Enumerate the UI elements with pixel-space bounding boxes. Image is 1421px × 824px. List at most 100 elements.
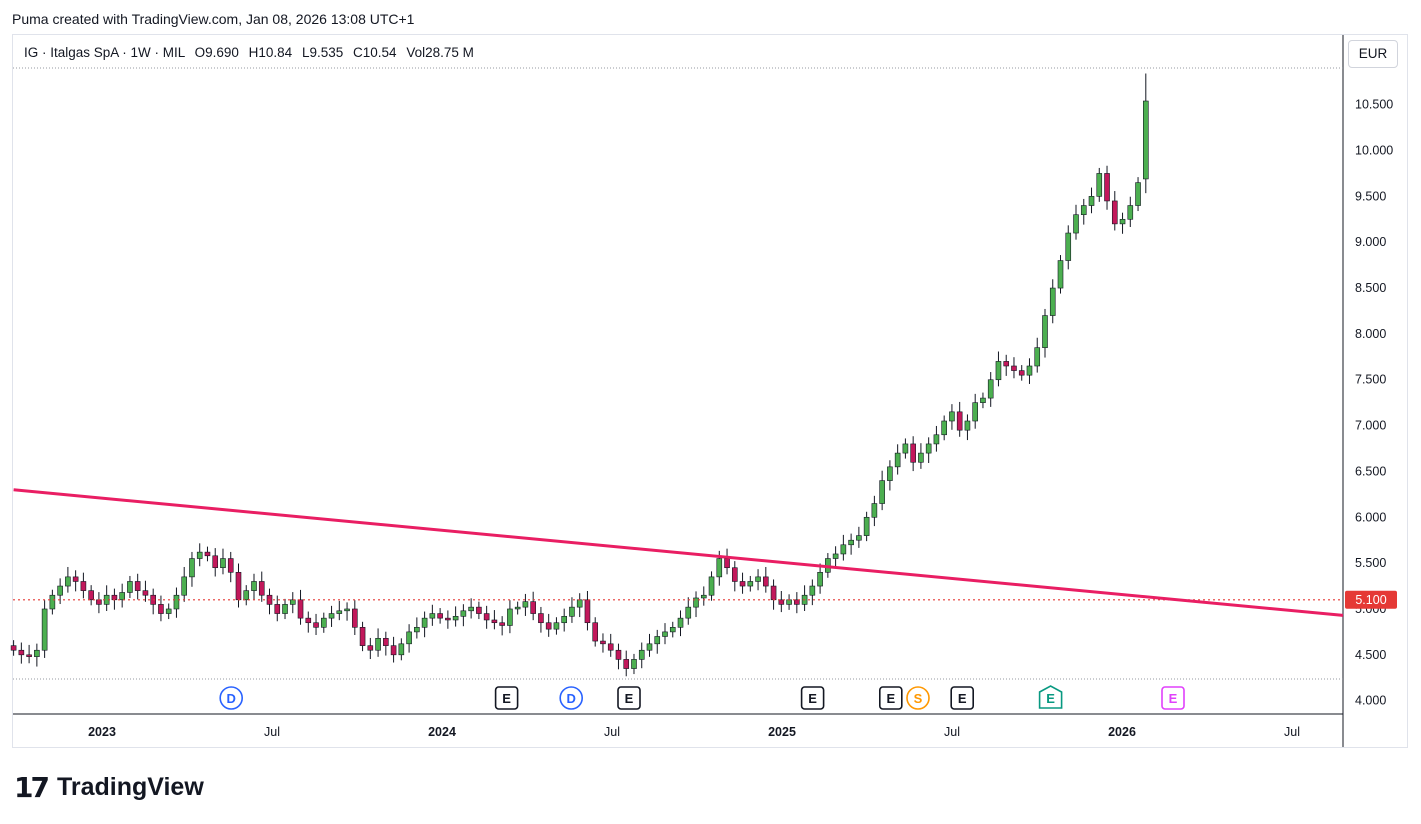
candle-body	[631, 659, 637, 669]
event-marker-dividend[interactable]	[219, 686, 243, 710]
candle-body	[421, 617, 428, 628]
event-marker-letter: E	[958, 691, 967, 706]
candle-body	[49, 594, 56, 610]
candle-body	[956, 411, 963, 431]
event-marker-letter: E	[1046, 691, 1055, 706]
candle-body	[181, 576, 188, 596]
event-marker-letter: E	[502, 691, 511, 706]
candle-body	[933, 434, 940, 445]
candle-body	[1034, 347, 1041, 367]
candle-body	[305, 617, 312, 624]
price-tick-label: 8.500	[1355, 281, 1386, 295]
candle-body	[406, 631, 412, 645]
event-marker-earnings[interactable]	[494, 686, 519, 710]
candle-body	[972, 402, 978, 422]
price-tick-label: 7.500	[1355, 373, 1386, 387]
candle-body	[1011, 365, 1017, 371]
price-tick-label: 4.500	[1355, 648, 1386, 662]
event-marker-earnings[interactable]	[950, 686, 975, 710]
candle-body	[274, 604, 281, 614]
candle-body	[251, 581, 257, 591]
event-marker-earnings[interactable]	[800, 686, 825, 710]
candle-body	[685, 606, 692, 619]
candle-body	[1104, 173, 1110, 202]
candle-body	[328, 613, 335, 619]
candle-body	[1073, 214, 1079, 234]
time-tick-label: Jul	[264, 725, 280, 739]
candle-body	[987, 379, 994, 399]
event-marker-earnings[interactable]	[617, 686, 641, 710]
candle-body	[615, 649, 622, 660]
candle-body	[677, 617, 684, 628]
candle-body	[569, 606, 575, 617]
event-marker-letter: D	[227, 691, 236, 706]
candle-body	[623, 659, 630, 669]
candle-body	[189, 558, 195, 578]
candle-body	[832, 553, 839, 559]
event-marker-dividend[interactable]	[559, 686, 584, 710]
candle-body	[134, 581, 141, 591]
legend-low-label: L	[301, 45, 310, 60]
candle-body	[669, 627, 676, 633]
candle-body	[545, 622, 552, 630]
candle-body	[1143, 100, 1149, 180]
candle-body	[1003, 361, 1010, 367]
candle-body	[584, 599, 591, 624]
candle-body	[708, 576, 715, 596]
legend-open-label: O	[194, 45, 206, 60]
legend-open-value: 9.690	[205, 45, 239, 60]
candle-body	[243, 590, 250, 601]
candle-body	[452, 616, 459, 621]
candle-body	[196, 551, 203, 559]
candle-body	[964, 420, 971, 431]
legend-symbol: IG · Italgas SpA · 1W · MIL	[24, 45, 185, 60]
event-marker-split[interactable]	[906, 686, 930, 710]
candle-body	[894, 452, 901, 468]
candle-body	[638, 649, 645, 660]
candle-body	[383, 638, 389, 646]
event-marker-earnings-upcoming[interactable]	[1038, 685, 1063, 709]
candle-body	[212, 555, 219, 569]
chart-frame	[12, 34, 1408, 748]
candle-body	[1088, 196, 1095, 206]
candle-body	[1127, 205, 1134, 220]
candle-body	[445, 617, 451, 621]
candle-body	[41, 608, 48, 651]
candle-body	[1080, 205, 1087, 216]
candle-body	[220, 558, 226, 569]
candle-body	[1065, 232, 1072, 261]
time-tick-label: 2026	[1108, 725, 1136, 739]
candle-body	[693, 597, 699, 608]
candle-body	[65, 576, 71, 587]
candle-body	[530, 601, 536, 614]
candle-body	[576, 599, 583, 608]
candle-body	[786, 599, 792, 605]
candle-body	[173, 594, 180, 610]
candle-body	[282, 604, 288, 614]
candle-body	[344, 608, 350, 612]
candle-body	[398, 643, 405, 656]
event-marker-earnings-future[interactable]	[1161, 686, 1185, 710]
legend-low-value: 9.535	[309, 45, 344, 60]
currency-button[interactable]: EUR	[1348, 40, 1398, 68]
candle-body	[367, 645, 374, 651]
candle-body	[34, 649, 40, 657]
candle-body	[499, 622, 505, 626]
legend-close-value: 10.54	[362, 45, 397, 60]
candle-body	[1119, 218, 1126, 225]
candle-body	[561, 616, 567, 624]
event-marker-earnings[interactable]	[878, 686, 903, 710]
candle-body	[600, 640, 606, 645]
candle-body	[809, 585, 816, 596]
tradingview-logo[interactable]: 17 TradingView	[14, 770, 204, 804]
candle-body	[483, 613, 490, 621]
candle-body	[514, 606, 521, 610]
candle-body	[204, 551, 211, 557]
candle-body	[654, 636, 661, 645]
candle-body	[258, 581, 265, 596]
candle-body	[1135, 182, 1141, 206]
price-tick-label: 4.000	[1355, 694, 1386, 708]
legend-high-value: 10.84	[258, 45, 293, 60]
trendline[interactable]	[13, 488, 1344, 617]
